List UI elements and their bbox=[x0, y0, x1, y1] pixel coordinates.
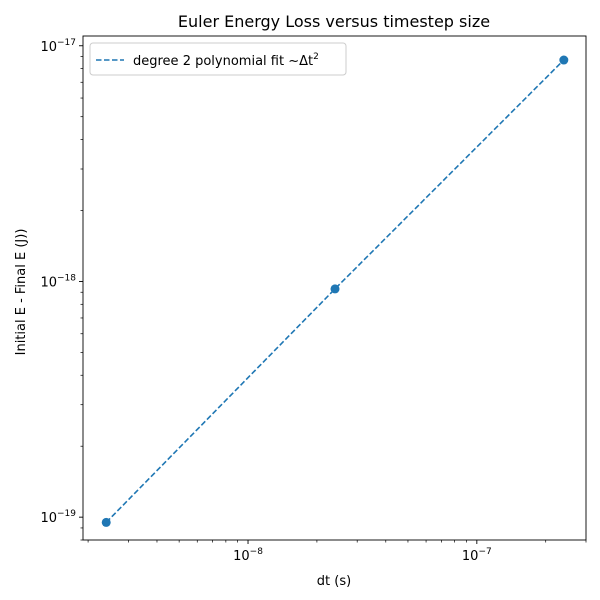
y-tick-label: 10−18 bbox=[40, 273, 76, 290]
legend: degree 2 polynomial fit ~Δt2 bbox=[89, 42, 347, 76]
y-axis-label: Initial E - Final E (J)) bbox=[14, 229, 29, 356]
x-tick-label: 10−7 bbox=[462, 547, 492, 564]
x-tick-label: 10−8 bbox=[233, 547, 263, 564]
y-tick-label: 10−17 bbox=[40, 38, 76, 55]
data-point bbox=[559, 55, 569, 65]
chart-title: Euler Energy Loss versus timestep size bbox=[178, 12, 490, 31]
fit-line bbox=[105, 59, 565, 523]
legend-box bbox=[89, 42, 347, 76]
plot-frame bbox=[82, 35, 587, 541]
data-point bbox=[101, 517, 111, 527]
x-axis-ticks: 10−8 10−7 bbox=[87, 540, 587, 564]
legend-label: degree 2 polynomial fit ~Δt2 bbox=[133, 52, 319, 69]
plot-area bbox=[82, 35, 587, 541]
y-tick-label: 10−19 bbox=[40, 509, 76, 526]
y-axis-ticks: 10−19 10−18 10−17 bbox=[40, 38, 83, 541]
data-point bbox=[330, 284, 340, 294]
x-axis-label: dt (s) bbox=[317, 574, 351, 589]
